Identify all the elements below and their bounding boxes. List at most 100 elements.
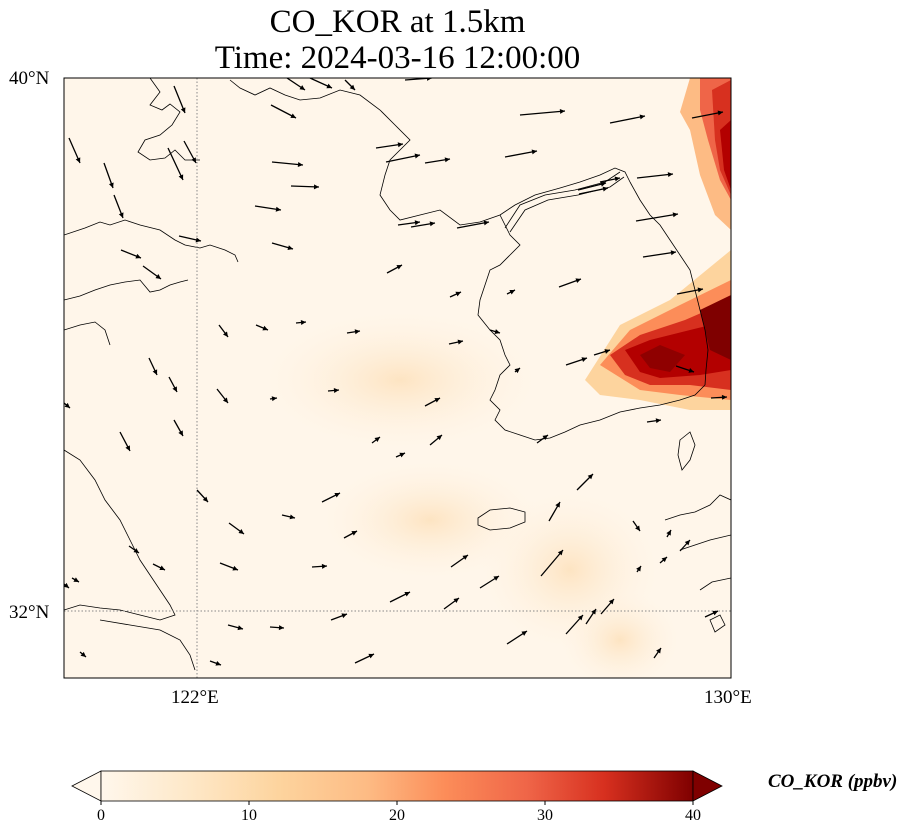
wind-vector-head	[73, 577, 79, 582]
wind-vector-head	[666, 530, 671, 536]
wind-vector-head	[289, 514, 295, 520]
wind-vector-head	[587, 474, 593, 480]
wind-vector-head	[262, 325, 268, 331]
wind-vector-head	[717, 110, 723, 116]
lat-tick-40: 40°N	[9, 68, 50, 89]
wind-vector-head	[404, 592, 410, 597]
wind-vector	[691, 111, 724, 119]
gridlines	[64, 78, 731, 678]
colorbar-gradient	[100, 770, 694, 802]
wind-vector-head	[591, 609, 596, 615]
wind-vector-head	[684, 540, 690, 546]
wind-vector-head	[453, 598, 459, 603]
wind-vector-head	[349, 84, 355, 90]
wind-vector	[609, 115, 646, 124]
colorbar-tick-0: 0	[97, 807, 105, 824]
wind-vector-head	[326, 83, 332, 89]
colorbar	[71, 770, 723, 805]
wind-vector	[636, 173, 674, 179]
wind-vector	[167, 147, 184, 181]
wind-vector-head	[133, 548, 139, 553]
wind-vector-head	[600, 181, 606, 187]
colorbar-extend-max	[692, 770, 723, 802]
wind-vector-head	[287, 245, 293, 251]
wind-vector-head	[414, 220, 420, 226]
wind-vector-head	[313, 184, 319, 190]
wind-vector-head	[455, 291, 461, 297]
wind-vector-head	[172, 386, 177, 392]
wind-vector-head	[202, 496, 208, 502]
wind-vector-head	[223, 331, 228, 337]
map-frame	[63, 77, 732, 679]
high-concentration-band-east	[585, 250, 731, 410]
wind-vector-head	[581, 357, 587, 362]
high-concentration-band-north	[680, 78, 731, 230]
wind-vector-head	[667, 172, 673, 178]
wind-vector-head	[531, 149, 537, 155]
wind-vector	[385, 154, 421, 163]
wind-vector-head	[636, 566, 641, 572]
wind-vector-head	[64, 402, 70, 408]
wind-vector-head	[125, 445, 130, 451]
wind-vector-head	[493, 576, 499, 581]
wind-vector-head	[64, 582, 69, 588]
wind-vector-head	[608, 599, 614, 605]
wind-vector-head	[559, 108, 565, 114]
wind-vector-head	[215, 660, 221, 666]
wind-vector-head	[195, 237, 201, 243]
wind-vector-head	[118, 212, 124, 218]
wind-vector-head	[436, 435, 442, 441]
wind-vector-head	[614, 176, 620, 182]
wind-vector-head	[178, 174, 184, 180]
wind-vector-head	[661, 557, 667, 563]
wind-vector	[642, 251, 677, 258]
wind-vector-head	[374, 437, 380, 442]
wind-vector-head	[483, 220, 489, 226]
wind-vector-head	[238, 529, 244, 534]
wind-vector	[271, 161, 304, 166]
wind-vector-head	[542, 435, 548, 440]
wind-vector-head	[80, 651, 86, 657]
wind-vector-head	[334, 493, 340, 498]
colorbar-label: CO_KOR (ppbv)	[768, 771, 898, 792]
wind-vector-head	[656, 648, 661, 654]
wind-vector-head	[135, 253, 141, 259]
wind-vector-head	[178, 430, 183, 436]
wind-vector-head	[604, 349, 610, 354]
wind-vector-head	[341, 613, 347, 619]
wind-vector	[635, 213, 679, 222]
wind-vector-head	[462, 555, 468, 560]
wind-vector-head	[509, 290, 515, 295]
map-title-line2: Time: 2024-03-16 12:00:00	[214, 40, 581, 76]
wind-vector-head	[602, 186, 608, 192]
wind-vector-head	[297, 162, 303, 168]
wind-vector-head	[237, 625, 243, 631]
wind-vector-head	[555, 502, 560, 508]
wind-vector-head	[494, 329, 500, 334]
wind-vector-head	[152, 369, 158, 375]
wind-vector-head	[333, 387, 339, 393]
wind-vector-head	[639, 114, 645, 120]
wind-vector-head	[275, 206, 281, 212]
wind-vector-head	[75, 157, 81, 163]
lon-tick-130: 130°E	[704, 687, 752, 708]
wind-vector-head	[351, 531, 357, 536]
wind-vector-head	[721, 394, 727, 400]
wind-vector-head	[396, 265, 402, 270]
wind-vector-head	[159, 565, 165, 570]
concentration-field	[64, 78, 731, 678]
wind-vector-head	[670, 250, 676, 256]
colorbar-extend-min	[71, 770, 102, 802]
wind-vector	[504, 150, 538, 158]
wind-vector-head	[444, 157, 450, 163]
wind-vector-head	[397, 142, 403, 148]
wind-vector-head	[155, 274, 161, 279]
wind-vector-head	[688, 368, 694, 373]
wind-vector-head	[521, 631, 527, 636]
colorbar-tick-40: 40	[685, 807, 701, 824]
wind-vector-head	[232, 565, 238, 571]
wind-vector-head	[278, 625, 284, 631]
colorbar-tick-20: 20	[389, 807, 405, 824]
wind-vector-head	[191, 157, 196, 163]
